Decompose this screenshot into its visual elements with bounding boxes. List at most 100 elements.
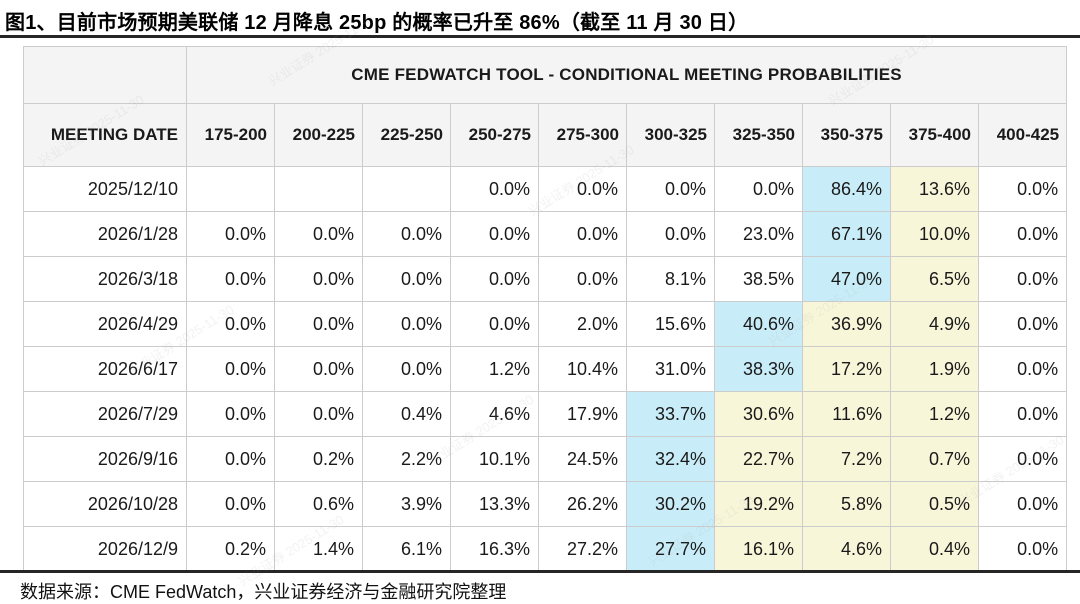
probability-cell: 16.1% <box>714 526 803 572</box>
probability-cell: 38.5% <box>714 256 803 302</box>
probability-cell: 13.6% <box>890 166 979 212</box>
probability-cell: 6.5% <box>890 256 979 302</box>
probability-cell: 0.0% <box>538 256 627 302</box>
probability-cell: 0.0% <box>186 301 275 347</box>
probability-cell: 24.5% <box>538 436 627 482</box>
probability-cell: 1.2% <box>890 391 979 437</box>
probability-cell: 0.0% <box>977 301 1068 347</box>
probability-cell: 4.9% <box>890 301 979 347</box>
probability-cell: 0.0% <box>450 256 539 302</box>
probability-cell: 0.0% <box>362 301 451 347</box>
probability-cell: 40.6% <box>714 301 803 347</box>
probability-cell: 0.0% <box>362 211 451 257</box>
probability-cell: 31.0% <box>626 346 715 392</box>
table-row: 2026/6/17 0.0% 0.0% 0.0% 1.2% 10.4% 31.0% 38.3%… <box>23 346 1068 392</box>
probability-cell: 30.6% <box>714 391 803 437</box>
probability-cell: 1.4% <box>274 526 363 572</box>
probability-cell: 11.6% <box>802 391 891 437</box>
table-row: 2026/1/28 0.0% 0.0% 0.0% 0.0% 0.0% 0.0% 23.0% 67… <box>23 211 1068 257</box>
table-row: 2026/7/29 0.0% 0.0% 0.4% 4.6% 17.9% 33.7% 30.6%… <box>23 391 1068 437</box>
column-header-400-425: 400-425 <box>977 103 1068 167</box>
probability-cell: 19.2% <box>714 481 803 527</box>
probability-cell: 2.2% <box>362 436 451 482</box>
probability-cell: 0.0% <box>362 346 451 392</box>
probability-cell: 26.2% <box>538 481 627 527</box>
probability-cell: 0.0% <box>274 301 363 347</box>
probability-cell: 33.7% <box>626 391 715 437</box>
probability-cell: 0.0% <box>362 256 451 302</box>
probability-cell: 10.4% <box>538 346 627 392</box>
probability-cell: 0.0% <box>274 391 363 437</box>
probability-cell: 0.0% <box>186 391 275 437</box>
probability-cell: 36.9% <box>802 301 891 347</box>
probability-cell: 4.6% <box>802 526 891 572</box>
probability-cell: 0.4% <box>362 391 451 437</box>
probability-cell: 27.2% <box>538 526 627 572</box>
probability-cell: 22.7% <box>714 436 803 482</box>
column-header-350-375: 350-375 <box>802 103 891 167</box>
probability-cell: 0.6% <box>274 481 363 527</box>
probability-cell: 0.0% <box>450 301 539 347</box>
probability-cell: 0.0% <box>450 211 539 257</box>
column-header-325-350: 325-350 <box>714 103 803 167</box>
probability-cell: 1.2% <box>450 346 539 392</box>
group-header: CME FEDWATCH TOOL - CONDITIONAL MEETING … <box>185 46 1068 104</box>
probability-cell: 0.2% <box>186 526 275 572</box>
table-row: 2025/12/10 0.0% 0.0% 0.0% 0.0% 86.4% 13.6% 0.0% <box>23 166 1068 212</box>
probability-cell: 38.3% <box>714 346 803 392</box>
probability-cell: 0.0% <box>274 256 363 302</box>
probability-cell: 2.0% <box>538 301 627 347</box>
meeting-date-cell: 2026/3/18 <box>23 256 187 302</box>
data-source-note: 数据来源：CME FedWatch，兴业证券经济与金融研究院整理 <box>20 582 507 602</box>
corner-cell <box>23 46 187 104</box>
column-header-375-400: 375-400 <box>890 103 979 167</box>
column-header-meeting-date: MEETING DATE <box>23 103 187 167</box>
probability-cell <box>186 166 275 212</box>
column-header-275-300: 275-300 <box>538 103 627 167</box>
meeting-date-cell: 2026/1/28 <box>23 211 187 257</box>
probability-cell: 10.0% <box>890 211 979 257</box>
footer-divider <box>0 570 1080 573</box>
meeting-date-cell: 2026/10/28 <box>23 481 187 527</box>
probability-cell <box>362 166 451 212</box>
column-header-row: MEETING DATE 175-200 200-225 225-250 250-27… <box>23 103 1068 167</box>
probability-cell: 0.0% <box>450 166 539 212</box>
probability-cell: 0.0% <box>186 346 275 392</box>
table-row: 2026/9/16 0.0% 0.2% 2.2% 10.1% 24.5% 32.4% 22.7… <box>23 436 1068 482</box>
probability-cell: 0.0% <box>538 211 627 257</box>
probability-cell: 0.0% <box>274 346 363 392</box>
probability-cell: 0.0% <box>977 346 1068 392</box>
column-header-175-200: 175-200 <box>186 103 275 167</box>
probability-cell: 5.8% <box>802 481 891 527</box>
probability-cell: 10.1% <box>450 436 539 482</box>
probability-cell: 16.3% <box>450 526 539 572</box>
fedwatch-table: CME FEDWATCH TOOL - CONDITIONAL MEETING … <box>23 46 1068 572</box>
probability-cell: 67.1% <box>802 211 891 257</box>
probability-cell: 0.0% <box>977 166 1068 212</box>
probability-cell: 0.0% <box>186 211 275 257</box>
probability-cell: 0.5% <box>890 481 979 527</box>
probability-cell: 23.0% <box>714 211 803 257</box>
probability-cell: 0.0% <box>186 481 275 527</box>
probability-cell: 0.0% <box>186 256 275 302</box>
probability-cell: 17.9% <box>538 391 627 437</box>
probability-cell: 0.0% <box>626 166 715 212</box>
probability-cell: 0.7% <box>890 436 979 482</box>
column-header-225-250: 225-250 <box>362 103 451 167</box>
column-header-200-225: 200-225 <box>274 103 363 167</box>
probability-cell: 1.9% <box>890 346 979 392</box>
meeting-date-cell: 2026/4/29 <box>23 301 187 347</box>
probability-cell: 0.0% <box>977 526 1068 572</box>
meeting-date-cell: 2026/6/17 <box>23 346 187 392</box>
table-row: 2026/3/18 0.0% 0.0% 0.0% 0.0% 0.0% 8.1% 38.5% 47… <box>23 256 1068 302</box>
meeting-date-cell: 2026/12/9 <box>23 526 187 572</box>
probability-cell: 86.4% <box>802 166 891 212</box>
probability-cell: 0.0% <box>977 391 1068 437</box>
probability-cell: 32.4% <box>626 436 715 482</box>
column-header-300-325: 300-325 <box>626 103 715 167</box>
meeting-date-cell: 2025/12/10 <box>23 166 187 212</box>
figure-title: 图1、目前市场预期美联储 12 月降息 25bp 的概率已升至 86%（截至 1… <box>5 12 749 34</box>
probability-cell: 3.9% <box>362 481 451 527</box>
probability-cell: 0.0% <box>626 211 715 257</box>
